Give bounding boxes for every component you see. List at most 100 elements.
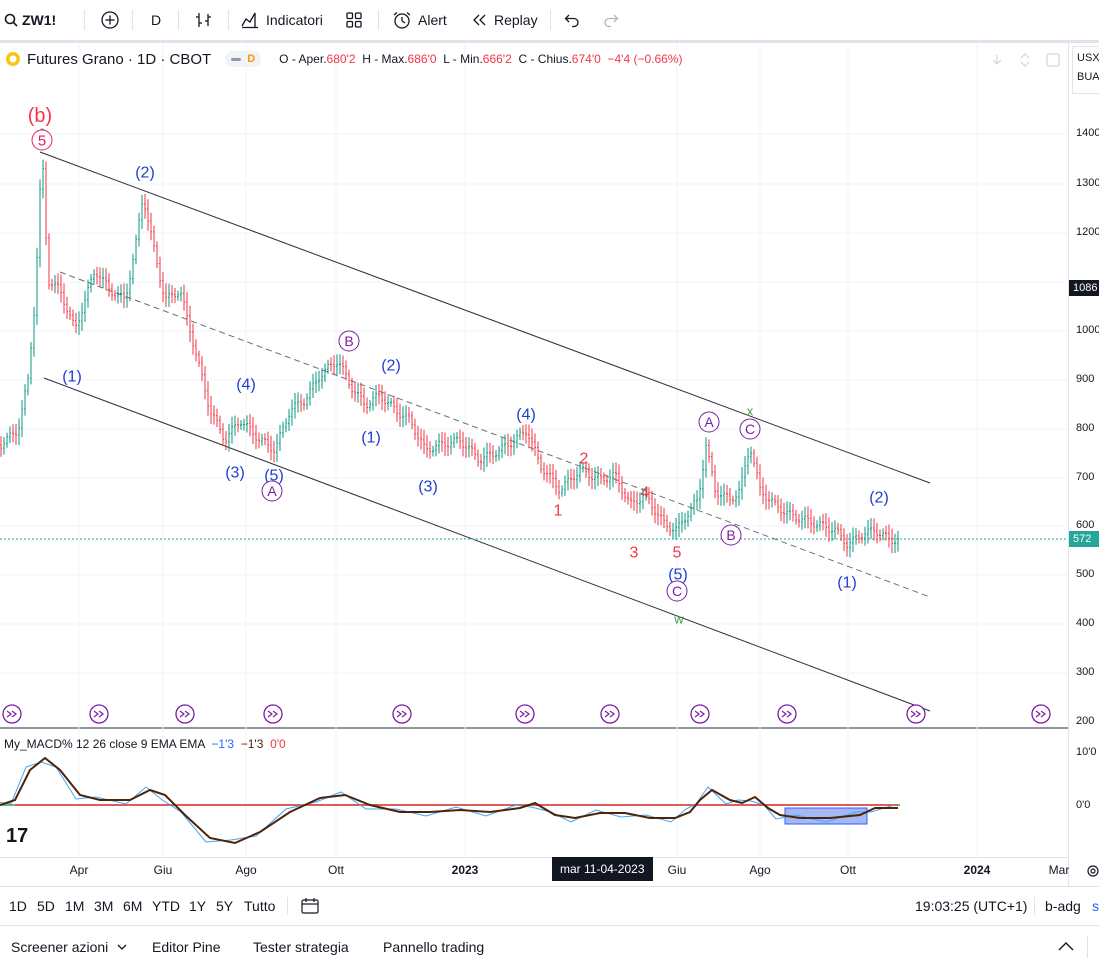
chevron-down-icon (117, 944, 127, 950)
wave-label[interactable]: (5) (668, 567, 688, 584)
layouts-button[interactable] (344, 0, 364, 40)
wave-label[interactable]: (2) (135, 165, 155, 182)
indicators-icon (241, 12, 258, 29)
adjust-label: b-adg (1045, 898, 1081, 914)
timeframe-1y[interactable]: 1Y (189, 887, 206, 925)
grid-icon (346, 12, 362, 28)
timeframe-3m[interactable]: 3M (94, 887, 113, 925)
clock[interactable]: 19:03:25 (UTC+1) (915, 887, 1027, 925)
wave-label[interactable]: 1 (554, 503, 563, 520)
event-marker-glyph (179, 710, 190, 718)
replay-button[interactable]: Replay (470, 0, 538, 40)
unit-label: BUA (1077, 71, 1099, 83)
time-label: Giu (153, 863, 173, 877)
time-label: Ago (749, 863, 771, 877)
timeframe-1d[interactable]: 1D (9, 887, 27, 925)
alert-button[interactable]: Alert (391, 0, 447, 40)
undo-button[interactable] (563, 0, 581, 40)
timeframe-all[interactable]: Tutto (244, 887, 275, 925)
timeframe-label: 5Y (216, 898, 234, 914)
calendar-icon (301, 898, 319, 914)
tab-trading-panel[interactable]: Pannello trading (383, 926, 484, 968)
wave-label[interactable]: C (672, 583, 682, 599)
adjust-button[interactable]: b-adg (1045, 887, 1081, 925)
channel-lower-line[interactable] (43, 377, 931, 712)
channel-upper-line[interactable] (39, 151, 931, 484)
price-axis-tick: 300 (1076, 666, 1095, 678)
wave-label[interactable]: (2) (381, 358, 401, 375)
search-icon (4, 13, 18, 27)
collapse-icon[interactable] (1016, 52, 1034, 68)
price-axis-tick: 200 (1076, 715, 1095, 727)
tab-screener[interactable]: Screener azioni (11, 926, 128, 968)
wave-label[interactable]: (1) (62, 369, 82, 386)
timeframe-5d[interactable]: 5D (37, 887, 55, 925)
tradingview-logo: 17 (6, 825, 28, 847)
wave-label[interactable]: B (726, 527, 735, 543)
settings-icon[interactable] (1086, 864, 1099, 878)
channel-mid-line[interactable] (59, 271, 931, 598)
arrow-down-icon[interactable] (988, 52, 1006, 68)
divider (1034, 897, 1035, 915)
interval-button[interactable]: D (151, 0, 161, 40)
maximize-icon[interactable] (1044, 52, 1062, 68)
macd-signal-line (0, 761, 895, 843)
undo-icon (564, 14, 579, 28)
symbol-search[interactable]: ZW1! (4, 0, 56, 40)
wave-label[interactable]: C (745, 421, 755, 437)
wave-label[interactable]: 5 (673, 545, 682, 562)
tab-strategy-tester[interactable]: Tester strategia (253, 926, 349, 968)
wave-label[interactable]: (1) (361, 430, 381, 447)
wave-label[interactable]: (1) (837, 575, 857, 592)
wave-label[interactable]: 5 (38, 132, 46, 149)
session-button[interactable]: se (1092, 887, 1099, 925)
timeframe-1m[interactable]: 1M (65, 887, 84, 925)
wave-label[interactable]: 2 (580, 451, 589, 468)
rewind-icon (473, 14, 486, 26)
alarm-clock-icon (393, 12, 411, 29)
date-range-button[interactable] (300, 887, 320, 925)
redo-button[interactable] (602, 0, 620, 40)
tab-pine-editor[interactable]: Editor Pine (152, 926, 220, 968)
time-label: Mar (1048, 863, 1070, 877)
chart-type-button[interactable] (194, 0, 214, 40)
symbol-legend: Futures Grano · 1D · CBOT D O - Aper.680… (0, 48, 682, 70)
wave-label[interactable]: (b) (28, 105, 52, 127)
currency-label: USX (1077, 52, 1099, 64)
wave-label[interactable]: (4) (236, 377, 256, 394)
wave-label[interactable]: 3 (630, 545, 639, 562)
divider (132, 10, 133, 30)
price-axis[interactable] (1068, 43, 1099, 886)
high-label: H - Max. (362, 52, 408, 66)
add-symbol-button[interactable] (100, 0, 120, 40)
wave-label[interactable]: A (267, 483, 277, 499)
timeframe-6m[interactable]: 6M (123, 887, 142, 925)
price-chart[interactable]: (b)c5(2)(1)(4)(3)(5)AB(2)(1)(3)(4)12345(… (0, 0, 1099, 886)
wave-label[interactable]: w (673, 612, 684, 627)
indicators-label: Indicatori (266, 12, 323, 28)
indicators-button[interactable]: Indicatori (240, 0, 323, 40)
redo-icon (604, 14, 619, 28)
time-label: Giu (667, 863, 687, 877)
wave-label[interactable]: A (704, 414, 714, 430)
legend-pill[interactable]: D (225, 51, 262, 67)
chevron-up-icon (1058, 942, 1074, 951)
interval-label: D (151, 12, 162, 28)
timeframe-ytd[interactable]: YTD (152, 887, 180, 925)
timeframe-5y[interactable]: 5Y (216, 887, 233, 925)
collapse-panel-button[interactable] (1057, 926, 1075, 968)
timeframe-bar: 1D 5D 1M 3M 6M YTD 1Y 5Y Tutto 19:03:25 … (0, 886, 1099, 926)
wave-label[interactable]: (5) (264, 468, 284, 485)
wave-label[interactable]: (3) (418, 479, 438, 496)
tab-label: Pannello trading (383, 939, 485, 955)
wave-label[interactable]: (4) (516, 407, 536, 424)
wave-label[interactable]: (3) (225, 465, 245, 482)
wave-label[interactable]: x (747, 404, 754, 419)
wave-label[interactable]: 4 (641, 485, 650, 502)
wave-label[interactable]: B (344, 333, 353, 349)
crosshair-date-text: mar 11-04-2023 (560, 862, 645, 876)
currency-box[interactable]: USX BUA (1072, 46, 1099, 94)
tab-label: Screener azioni (11, 939, 109, 955)
time-label: 2024 (963, 863, 991, 877)
wave-label[interactable]: (2) (869, 490, 889, 507)
